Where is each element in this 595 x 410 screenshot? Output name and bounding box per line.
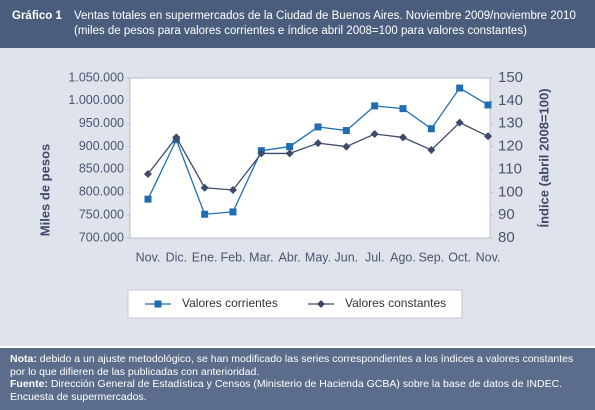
y2-axis-label: Índice (abril 2008=100) (536, 88, 551, 227)
y2-tick-label: 140 (498, 92, 523, 109)
marker (455, 118, 464, 127)
note: Nota: debido a un ajuste metodológico, s… (10, 353, 585, 378)
marker (144, 170, 152, 178)
y-tick-label: 750.000 (79, 207, 124, 221)
source-text: Dirección General de Estadística y Censo… (10, 378, 563, 403)
plot-area (129, 77, 491, 239)
x-tick-label: Sep. (418, 250, 444, 264)
footer: Nota: debido a un ajuste metodológico, s… (0, 346, 595, 410)
marker (172, 133, 181, 142)
header: Gráfico 1 Ventas totales en supermercados… (0, 0, 595, 48)
title: Ventas totales en supermercados de la Ci… (74, 10, 576, 22)
y-axis-label: Miles de pesos (37, 144, 52, 236)
marker (399, 105, 407, 113)
marker (200, 183, 209, 192)
y2-tick-label: 80 (498, 229, 515, 246)
x-tick-label: Abr. (279, 250, 301, 264)
marker (314, 123, 322, 131)
marker (229, 208, 237, 216)
y2-tick-label: 150 (498, 69, 523, 86)
chart: Miles de pesos Índice (abril 2008=100) 7… (37, 69, 551, 319)
marker (342, 127, 350, 135)
marker (370, 130, 379, 138)
source: Fuente: Dirección General de Estadística… (10, 378, 585, 403)
x-tick-label: Feb. (220, 250, 245, 264)
marker (484, 132, 492, 141)
y2-tick-label: 90 (498, 206, 515, 223)
x-tick-label: May. (305, 250, 331, 264)
legend-label: Valores corrientes (182, 296, 278, 310)
y2-tick-label: 130 (498, 115, 523, 132)
note-text: debido a un ajuste metodológico, se han … (10, 353, 574, 378)
marker (229, 186, 237, 194)
marker (144, 195, 152, 203)
x-tick-label: Nov. (476, 250, 501, 264)
x-tick-label: Mar. (249, 250, 273, 264)
marker (456, 84, 464, 92)
marker (427, 146, 436, 154)
marker (285, 149, 294, 158)
marker (342, 142, 351, 151)
x-tick-label: Ago. (390, 250, 416, 264)
x-tick-label: Jun. (335, 250, 359, 264)
marker (371, 102, 379, 110)
y-tick-label: 950.000 (79, 116, 124, 130)
y2-tick-label: 110 (498, 160, 522, 177)
y2-tick-label: 120 (498, 138, 523, 155)
marker (201, 210, 209, 218)
y-tick-label: 850.000 (79, 162, 124, 176)
marker (314, 139, 322, 148)
legend-label: Valores constantes (345, 296, 446, 310)
x-tick-label: Jul. (365, 250, 384, 264)
marker (427, 125, 435, 133)
y-tick-label: 700.000 (79, 230, 124, 244)
legend-marker (154, 300, 162, 308)
source-label: Fuente: (10, 378, 48, 390)
marker (286, 143, 294, 151)
subtitle: (miles de pesos para valores corrientes … (74, 25, 527, 37)
y-tick-label: 800.000 (79, 185, 124, 199)
y-tick-label: 1.050.000 (68, 70, 124, 84)
figure-label: Gráfico 1 (12, 10, 62, 22)
marker (484, 101, 492, 109)
y-tick-label: 900.000 (79, 139, 124, 153)
note-label: Nota: (10, 353, 37, 365)
x-tick-label: Dic. (166, 250, 188, 264)
x-tick-label: Oct. (448, 250, 471, 264)
x-tick-label: Nov. (136, 250, 161, 264)
legend-marker (317, 300, 325, 308)
x-tick-label: Ene. (192, 250, 218, 264)
title-line: Gráfico 1 Ventas totales en supermercados… (12, 9, 595, 24)
marker (399, 133, 407, 142)
y-tick-label: 1.000.000 (68, 93, 124, 107)
legend (127, 289, 463, 319)
y2-tick-label: 100 (498, 183, 523, 200)
marker (257, 149, 266, 158)
